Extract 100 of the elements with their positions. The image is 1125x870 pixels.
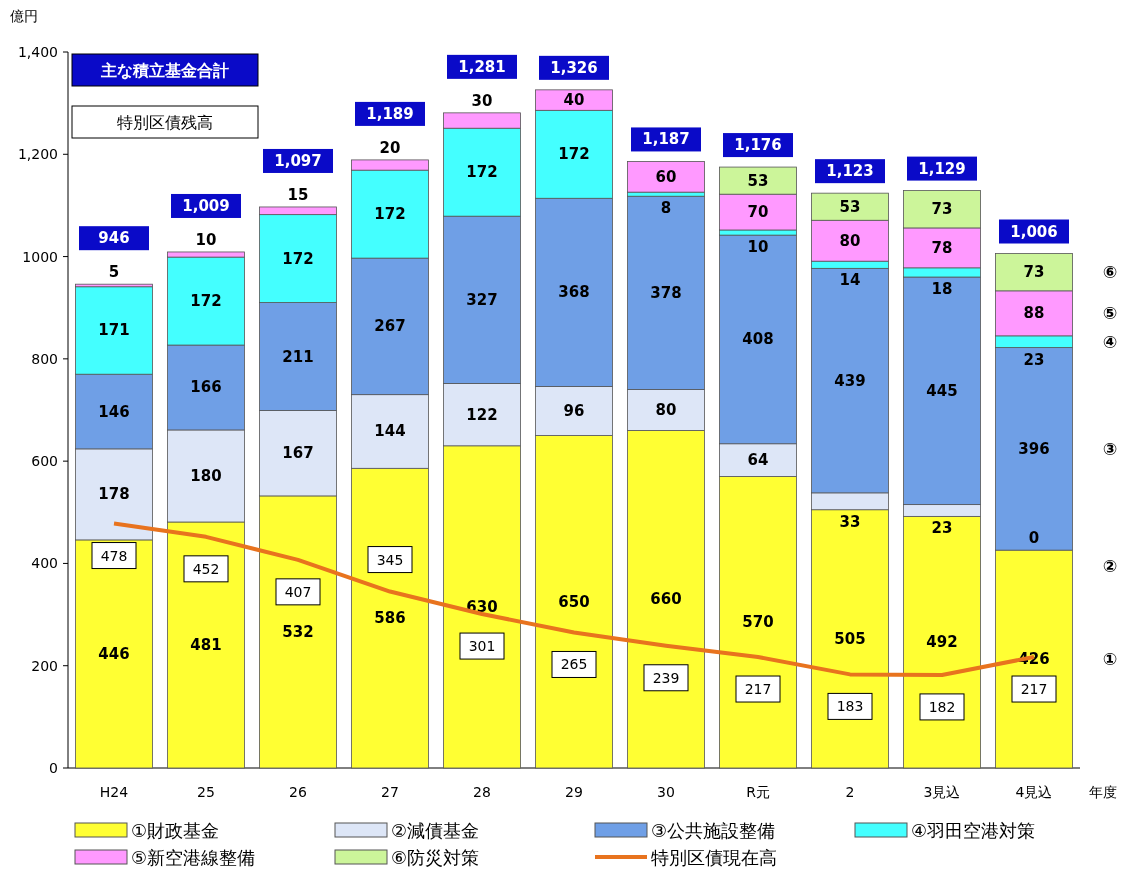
total-label: 1,009 [182,196,230,215]
data-label: 172 [466,163,498,182]
y-tick-label: 200 [31,657,58,674]
data-label: 80 [839,231,861,250]
data-label: 10 [747,238,769,257]
data-label: 439 [834,371,866,390]
data-label: 532 [282,622,314,641]
y-tick-label: 400 [31,555,58,572]
legend-label: ④羽田空港対策 [911,819,1036,841]
x-axis-title: 年度 [1089,784,1117,800]
data-label: 144 [374,422,406,441]
data-label: 211 [282,347,314,366]
data-label: 267 [374,317,406,336]
x-tick-label: R元 [746,784,770,800]
data-label: 80 [655,401,677,419]
data-label: 23 [1023,350,1045,369]
data-label: 378 [650,283,682,302]
data-label: 20 [379,138,401,157]
text: ① [1102,649,1118,670]
data-label: 650 [558,592,590,611]
total-label: 1,187 [642,130,690,149]
data-label: 18 [931,280,953,299]
data-label: 452 [192,560,220,577]
x-tick-label: 30 [657,784,675,800]
data-label: 40 [563,91,585,110]
total-label: 1,129 [918,159,966,178]
data-label: 505 [834,629,866,648]
bar [627,161,705,193]
annotation: 0 [1028,529,1040,548]
total-label: 1,097 [274,151,322,170]
annotation: 特別区債残高 [117,112,213,132]
data-label: 492 [926,633,958,652]
text: ⑤ [1102,303,1118,324]
data-label: 172 [374,205,406,224]
data-label: 172 [190,292,222,311]
data-label: 33 [839,512,861,531]
data-label: 407 [284,583,312,600]
data-label: 368 [558,283,590,302]
data-label: 70 [747,203,769,222]
legend-label: ③公共施設整備 [651,819,776,841]
data-label: 478 [100,547,128,564]
data-label: 60 [655,167,677,186]
data-label: 265 [560,656,588,673]
y-tick-label: 1000 [22,248,58,265]
y-axis-title: 億円 [10,8,38,24]
x-tick-label: 4見込 [1015,784,1053,800]
y-tick-label: 0 [49,760,58,776]
y-tick-label: 600 [31,453,58,470]
data-label: 570 [742,613,774,632]
data-label: 122 [466,405,498,424]
y-tick-label: 1,200 [17,146,58,163]
x-tick-label: 26 [289,784,307,800]
data-label: 172 [282,249,314,268]
data-label: 78 [931,238,953,257]
data-label: 73 [931,200,953,219]
data-label: 167 [282,444,314,463]
data-label: 445 [926,381,958,400]
data-label: 14 [839,271,861,290]
data-label: 217 [744,681,772,698]
legend-label: ②減債基金 [391,819,480,841]
data-label: 30 [471,91,493,110]
data-label: 183 [836,698,864,715]
data-label: 146 [98,402,130,421]
data-label: 408 [742,330,774,349]
data-label: 166 [190,378,222,397]
data-label: 53 [839,197,861,216]
data-label: 23 [931,519,953,538]
x-tick-label: 2 [845,784,855,800]
data-label: 8 [660,199,672,218]
x-tick-label: 27 [381,784,399,800]
x-tick-label: 25 [197,784,215,800]
annotation: 主な積立基金合計 [100,60,229,80]
data-label: 178 [98,485,130,504]
text: ⑥ [1102,262,1118,283]
y-tick-label: 1,400 [17,44,58,60]
data-label: 73 [1023,263,1045,282]
legend-label: ⑥防災対策 [391,846,480,868]
data-label: 5 [108,263,120,282]
data-label: 481 [190,636,222,654]
data-label: 10 [195,230,217,249]
x-tick-label: H24 [99,784,129,800]
data-label: 446 [98,644,130,663]
data-label: 345 [376,551,404,568]
text: ④ [1102,331,1118,352]
data-label: 660 [650,590,682,609]
legend-label: ①財政基金 [131,819,220,841]
x-tick-label: 28 [473,784,491,800]
data-label: 327 [466,290,498,309]
data-label: 180 [190,466,222,485]
data-label: 96 [563,402,585,421]
data-label: 64 [747,451,769,470]
legend-label: 特別区債現在高 [651,846,777,868]
data-label: 172 [558,145,590,164]
data-label: 217 [1020,681,1048,698]
data-label: 586 [374,609,406,628]
total-label: 1,281 [458,57,506,76]
text: ③ [1102,438,1118,459]
total-label: 946 [98,229,130,248]
y-tick-label: 800 [31,350,58,367]
data-label: 396 [1018,439,1050,458]
